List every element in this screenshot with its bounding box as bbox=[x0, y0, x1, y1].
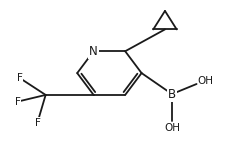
Text: F: F bbox=[34, 118, 40, 128]
Text: B: B bbox=[168, 88, 176, 101]
Text: F: F bbox=[15, 97, 21, 107]
Text: OH: OH bbox=[164, 123, 180, 133]
Text: F: F bbox=[17, 73, 23, 83]
Text: N: N bbox=[89, 45, 98, 58]
Text: OH: OH bbox=[198, 76, 214, 87]
